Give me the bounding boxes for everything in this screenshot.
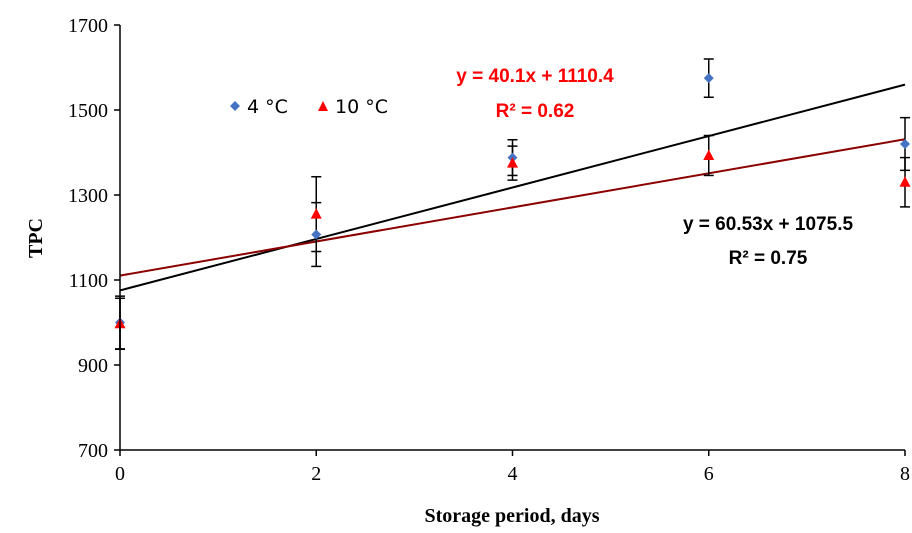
trendline-r2-10c: R² = 0.62 [496, 101, 575, 122]
data-point-diamond [703, 73, 714, 84]
legend-triangle-icon [318, 101, 328, 111]
y-tick-label: 1300 [68, 185, 108, 207]
trendline-equation-10c: y = 40.1x + 1110.4 [456, 66, 614, 87]
data-point-triangle [703, 149, 715, 160]
legend: 4 °C 10 °C [230, 96, 388, 118]
x-axis-title: Storage period, days [425, 505, 600, 527]
data-point-triangle [310, 208, 322, 219]
data-point-diamond [900, 139, 910, 149]
y-axis-title: TPC [25, 218, 47, 258]
x-tick-label: 6 [704, 463, 714, 485]
legend-diamond-icon [230, 101, 240, 111]
data-point-triangle [899, 176, 911, 187]
data-markers [114, 73, 911, 329]
legend-label-10c: 10 °C [335, 96, 388, 118]
data-point-triangle [507, 157, 518, 168]
data-point-diamond [311, 229, 322, 240]
x-tick-label: 0 [115, 463, 125, 485]
x-tick-label: 8 [900, 463, 910, 485]
x-tick-label: 4 [508, 463, 518, 485]
trendline-equation-4c: y = 60.53x + 1075.5 [683, 214, 854, 235]
y-tick-label: 900 [78, 355, 108, 377]
y-tick-label: 1500 [68, 100, 108, 122]
y-tick-label: 700 [78, 440, 108, 462]
trendline-r2-4c: R² = 0.75 [729, 248, 808, 269]
y-tick-label: 1700 [68, 15, 108, 37]
trendline [119, 138, 906, 277]
trendlines [119, 83, 906, 292]
x-axis-ticks: 0 2 4 6 8 [115, 450, 910, 485]
trendline [119, 83, 906, 292]
y-tick-label: 1100 [69, 270, 108, 292]
x-tick-label: 2 [311, 463, 321, 485]
legend-label-4c: 4 °C [247, 96, 288, 118]
y-axis-ticks: 700 900 1100 1300 1500 1700 [68, 15, 120, 462]
